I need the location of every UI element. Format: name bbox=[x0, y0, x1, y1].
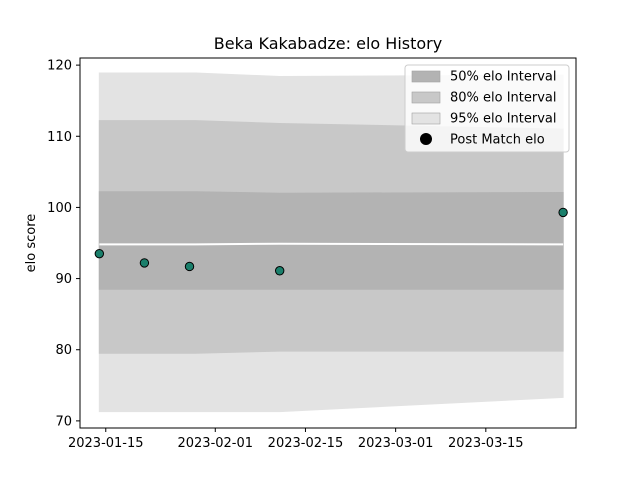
legend-items: 50% elo Interval 80% elo Interval 95% elo … bbox=[411, 70, 557, 148]
legend-box bbox=[404, 64, 570, 153]
y-tick-label: 90 bbox=[55, 272, 72, 287]
post-match-point bbox=[184, 261, 195, 272]
chart-title: Beka Kakabadze: elo History bbox=[214, 34, 442, 53]
y-axis-ticks: 70 80 90 100 110 120 bbox=[47, 59, 80, 429]
median-elo-line bbox=[99, 242, 564, 246]
axes-frame bbox=[79, 57, 577, 429]
y-axis-label: elo score bbox=[24, 214, 39, 273]
interval-bands bbox=[98, 72, 564, 413]
legend-label-80-elo-interval: 80% elo Interval bbox=[450, 91, 557, 106]
y-tick-label: 70 bbox=[55, 414, 72, 429]
median-line-layer bbox=[99, 242, 564, 246]
legend-label-50-elo-interval: 50% elo Interval bbox=[450, 70, 557, 85]
legend-swatch-50-elo-interval bbox=[411, 70, 441, 83]
x-tick-label: 2023-03-01 bbox=[358, 436, 434, 451]
band-50-elo-interval bbox=[98, 191, 564, 290]
y-tick-label: 120 bbox=[47, 59, 72, 74]
legend-label-95-elo-interval: 95% elo Interval bbox=[450, 112, 557, 127]
post-match-point bbox=[139, 258, 150, 268]
legend-swatch-95-elo-interval bbox=[411, 112, 441, 125]
post-match-point bbox=[274, 266, 285, 276]
legend-marker-post-match-elo bbox=[420, 133, 432, 145]
legend-label-post-match-elo: Post Match elo bbox=[450, 133, 545, 148]
y-tick-label: 100 bbox=[47, 201, 72, 216]
x-tick-label: 2023-01-15 bbox=[68, 436, 144, 451]
legend-swatch-80-elo-interval bbox=[411, 91, 441, 104]
x-axis-ticks: 2023-01-15 2023-02-01 2023-02-15 2023-03-01… bbox=[68, 428, 524, 451]
plot-area bbox=[94, 72, 568, 413]
post-match-points bbox=[94, 207, 568, 276]
y-tick-label: 110 bbox=[47, 130, 72, 145]
y-tick-label: 80 bbox=[55, 343, 72, 358]
x-tick-label: 2023-02-15 bbox=[268, 436, 344, 451]
legend: 50% elo Interval 80% elo Interval 95% elo … bbox=[404, 64, 570, 153]
post-match-point bbox=[94, 248, 105, 259]
x-tick-label: 2023-02-01 bbox=[177, 436, 253, 451]
post-match-point bbox=[558, 207, 568, 218]
x-tick-label: 2023-03-15 bbox=[448, 436, 524, 451]
